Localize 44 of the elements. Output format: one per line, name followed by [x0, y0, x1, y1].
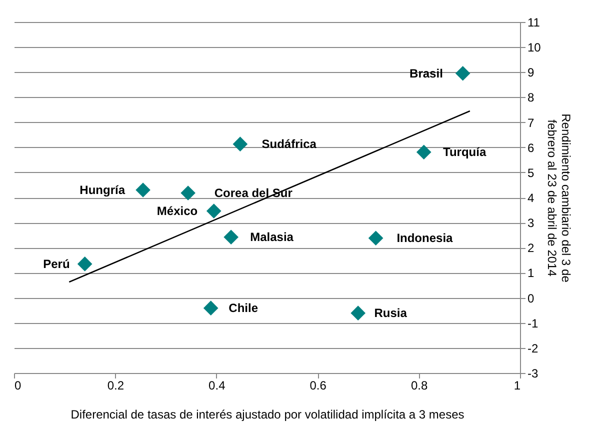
point: [136, 182, 150, 198]
annotation: México: [156, 204, 198, 218]
annotation: Indonesia: [396, 231, 454, 246]
annotation: Sudáfrica: [262, 137, 317, 152]
x-tick-label: 0.8: [410, 378, 428, 392]
point: [368, 230, 384, 246]
annotation: Chile: [228, 301, 258, 316]
y-tick-label: 2: [528, 241, 534, 256]
y-tick-label: -3: [528, 366, 538, 380]
x-tick-label: 0: [14, 378, 22, 392]
point: [350, 306, 366, 320]
y-tick-label: 10: [528, 40, 542, 55]
x-tick-label: 1: [514, 378, 521, 392]
x-tick-label: 0.4: [208, 378, 226, 392]
point: [455, 66, 470, 81]
x-tick-label: 0.6: [310, 378, 327, 392]
point: [77, 256, 92, 272]
point: [232, 136, 248, 152]
annotation: Malasia: [250, 230, 294, 244]
y-tick-label: 6: [528, 140, 534, 155]
point: [206, 204, 222, 218]
x-axis-title: Diferencial de tasas de interés ajustado por volatilidad implícita a 3 meses: [70, 408, 464, 422]
annotation: Turquía: [443, 145, 486, 160]
y-tick-label: -1: [528, 316, 538, 330]
y-tick-label: 9: [528, 66, 534, 80]
y-tick-label: 3: [528, 216, 534, 230]
point: [203, 300, 218, 316]
y-tick-label: 5: [528, 166, 534, 180]
annotation: Rusia: [374, 306, 408, 320]
y-tick-label: 1: [528, 266, 534, 280]
x-tick-label: 0.2: [107, 378, 124, 392]
y-tick-label: 8: [528, 90, 534, 105]
annotation: Perú: [43, 256, 70, 271]
point: [416, 144, 432, 160]
y-tick-label: 11: [528, 16, 540, 30]
y-tick-label: -2: [528, 341, 538, 356]
y-tick-label: 4: [528, 191, 534, 205]
y-tick-label: 0: [528, 291, 534, 306]
point: [180, 186, 196, 200]
point: [224, 230, 238, 245]
y-axis-title: Rendimiento cambiario del 3 de febrero al 23 de abril de 2014: [544, 114, 573, 283]
annotation: Brasil: [410, 66, 443, 80]
y-tick-label: 7: [528, 116, 534, 130]
annotation: Hungría: [80, 182, 126, 197]
